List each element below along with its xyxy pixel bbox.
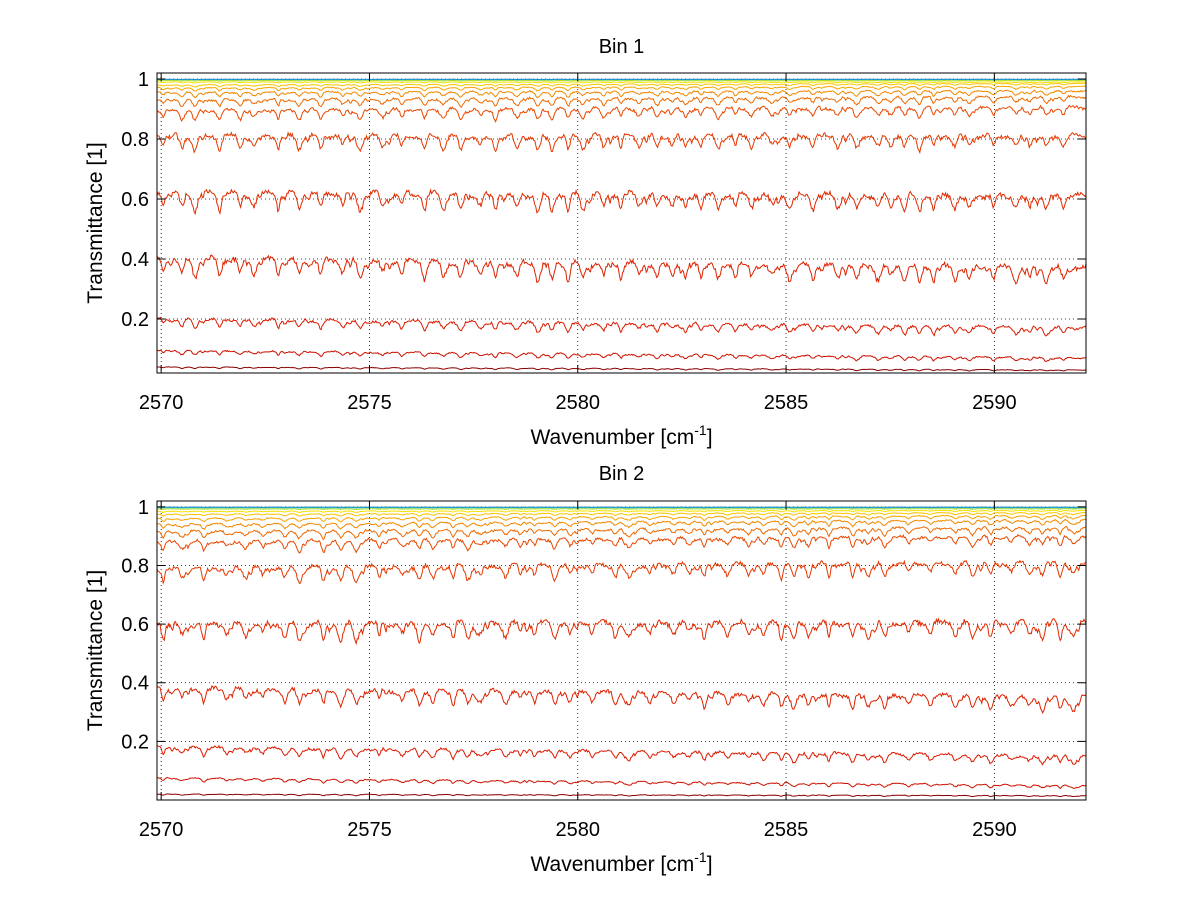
x-axis-label: Wavenumber [cm-1]: [530, 422, 712, 449]
series-line-3: [156, 316, 1087, 337]
series-line-3: [156, 744, 1087, 766]
y-axis-label: Transmittance [1]: [84, 570, 107, 731]
series-line-1: [156, 366, 1087, 372]
x-tick-label: 2585: [764, 819, 809, 841]
y-tick-label: 0.4: [121, 249, 149, 271]
x-axis-label: Wavenumber [cm-1]: [530, 849, 712, 876]
series-line-10: [156, 85, 1087, 92]
x-tick-label: 2590: [972, 392, 1017, 414]
series-line-11: [156, 511, 1087, 517]
y-axis-label: Transmittance [1]: [84, 142, 107, 303]
series-line-4: [156, 685, 1087, 714]
y-tick-label: 0.2: [121, 309, 149, 331]
series-line-6: [156, 131, 1087, 155]
series-line-10: [156, 514, 1087, 523]
y-tick-label: 0.2: [121, 731, 149, 753]
series-line-2: [156, 776, 1087, 790]
series-line-5: [156, 188, 1087, 216]
x-tick-label: 2580: [556, 819, 601, 841]
series-line-4: [156, 254, 1087, 285]
x-tick-label: 2570: [139, 819, 184, 841]
axes-frame: [156, 500, 1087, 801]
chart-title: Bin 1: [599, 36, 645, 58]
series-line-7: [156, 104, 1087, 123]
series-line-1: [156, 793, 1087, 798]
panel-bin-1: 2570 2575 2580 2585 2590 0.2 0.4 0.6 0.8 1 Bin 1 Wa…: [84, 36, 1087, 449]
axes-frame: [156, 72, 1087, 374]
x-tick-label: 2570: [139, 392, 184, 414]
x-tick-label: 2575: [347, 392, 392, 414]
series-line-6: [156, 559, 1087, 585]
series-line-8: [156, 94, 1087, 108]
x-tick-label: 2585: [764, 392, 809, 414]
y-tick-label: 0.8: [121, 555, 149, 577]
chart-title: Bin 2: [599, 463, 645, 485]
y-tick-label: 1: [138, 497, 149, 519]
x-tick-label: 2590: [972, 819, 1017, 841]
series-line-5: [156, 617, 1087, 646]
series-line-12: [156, 509, 1087, 513]
y-tick-label: 0.8: [121, 129, 149, 151]
series-line-13: [156, 79, 1087, 82]
series-line-9: [156, 89, 1087, 99]
y-tick-label: 0.6: [121, 189, 149, 211]
panel-bin-2: 2570 2575 2580 2585 2590 0.2 0.4 0.6 0.8 1 Bin 2 Wa…: [84, 463, 1087, 876]
x-tick-label: 2575: [347, 819, 392, 841]
series-line-7: [156, 533, 1087, 554]
series-line-12: [157, 81, 1087, 84]
plot-area: [157, 73, 1086, 373]
series-line-11: [156, 82, 1087, 88]
y-tick-label: 0.6: [121, 614, 149, 636]
y-tick-label: 1: [138, 69, 149, 91]
y-tick-label: 0.4: [121, 673, 149, 695]
series-line-8: [156, 525, 1087, 541]
series-line-2: [156, 349, 1087, 363]
series-line-13: [157, 508, 1086, 511]
x-tick-label: 2580: [556, 392, 601, 414]
series-line-9: [156, 518, 1087, 530]
